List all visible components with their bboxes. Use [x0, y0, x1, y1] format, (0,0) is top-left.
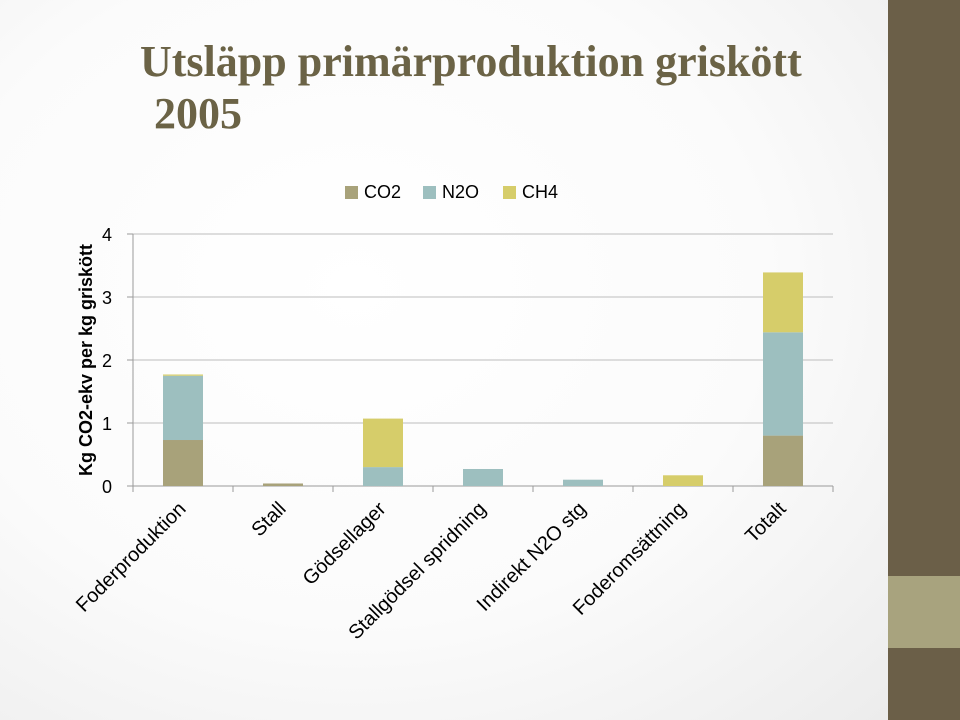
legend-swatch-ch4 [503, 186, 516, 199]
x-tick-label: Stall [247, 498, 290, 541]
y-tick-label: 1 [102, 414, 112, 434]
bar-segment-co2 [263, 483, 303, 486]
bar-segment-n2o [563, 479, 603, 486]
bar-segment-ch4 [363, 418, 403, 468]
slide-side-bar-accent [888, 576, 960, 648]
title-line-1: Utsläpp primärproduktion griskött [140, 37, 802, 86]
legend-label-ch4: CH4 [522, 182, 558, 202]
bar-segment-n2o [363, 467, 403, 486]
x-tick-labels: Foderproduktion Stall GödsellagerStallgöds… [72, 498, 791, 644]
bar-segment-n2o [463, 468, 503, 486]
legend-label-co2: CO2 [364, 182, 401, 202]
x-tick-label: Foderproduktion [72, 498, 191, 617]
x-tick-label: Totalt [741, 498, 791, 548]
slide-title: Utsläpp primärproduktion griskött 2005 [140, 36, 840, 140]
y-tick-label: 3 [102, 288, 112, 308]
y-tick-label: 0 [102, 477, 112, 497]
y-tick-labels: 0 1 2 3 4 [102, 225, 112, 497]
y-axis-label: Kg CO2-ekv per kg griskött [76, 244, 96, 476]
bar-segment-n2o [763, 332, 803, 436]
legend-label-n2o: N2O [442, 182, 479, 202]
bar-segment-ch4 [163, 374, 203, 376]
y-tick-label: 4 [102, 225, 112, 245]
bar-segment-n2o [163, 375, 203, 441]
legend-swatch-n2o [423, 186, 436, 199]
bars [163, 272, 803, 486]
bar-segment-ch4 [763, 272, 803, 333]
bar-segment-ch4 [663, 475, 703, 486]
title-line-2: 2005 [154, 89, 242, 138]
x-tick-label: Indirekt N2O stg [473, 498, 591, 616]
legend-swatch-co2 [345, 186, 358, 199]
bar-segment-co2 [163, 440, 203, 486]
y-tick-label: 2 [102, 351, 112, 371]
legend: CO2 N2O CH4 [345, 182, 558, 202]
grid-lines [127, 233, 834, 492]
x-tick-label: Gödsellager [299, 498, 391, 590]
bar-segment-co2 [763, 435, 803, 486]
